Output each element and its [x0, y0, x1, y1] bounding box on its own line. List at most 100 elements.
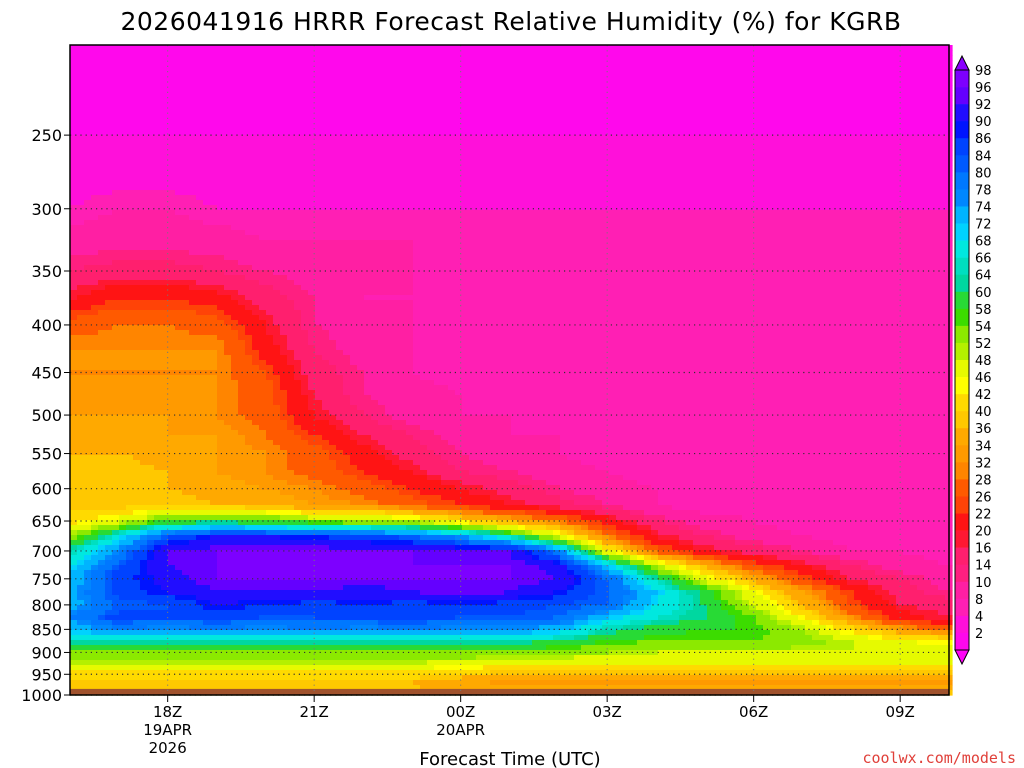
- rh-cell: [427, 140, 435, 146]
- rh-cell: [399, 80, 407, 86]
- rh-cell: [161, 55, 169, 61]
- rh-cell: [154, 185, 162, 191]
- rh-cell: [413, 80, 421, 86]
- rh-cell: [427, 70, 435, 76]
- rh-cell: [770, 175, 778, 181]
- rh-cell: [567, 95, 575, 101]
- rh-cell: [70, 70, 78, 76]
- rh-cell: [700, 200, 708, 206]
- rh-cell: [406, 60, 414, 66]
- rh-cell: [679, 65, 687, 71]
- rh-cell: [840, 235, 848, 241]
- rh-cell: [630, 140, 638, 146]
- rh-cell: [595, 230, 603, 236]
- rh-cell: [245, 85, 253, 91]
- rh-cell: [427, 75, 435, 81]
- rh-cell: [217, 45, 225, 51]
- rh-cell: [518, 220, 526, 226]
- rh-cell: [154, 60, 162, 66]
- rh-cell: [448, 125, 456, 131]
- rh-cell: [595, 130, 603, 136]
- rh-cell: [294, 190, 302, 196]
- rh-cell: [308, 215, 316, 221]
- rh-cell: [252, 150, 260, 156]
- rh-cell: [868, 230, 876, 236]
- rh-cell: [637, 200, 645, 206]
- rh-cell: [329, 185, 337, 191]
- rh-cell: [315, 145, 323, 151]
- rh-cell: [665, 155, 673, 161]
- rh-cell: [791, 130, 799, 136]
- rh-cell: [749, 95, 757, 101]
- rh-cell: [336, 170, 344, 176]
- rh-cell: [931, 80, 939, 86]
- rh-cell: [294, 80, 302, 86]
- rh-cell: [427, 160, 435, 166]
- rh-cell: [140, 105, 148, 111]
- rh-cell: [406, 65, 414, 71]
- rh-cell: [168, 215, 176, 221]
- rh-cell: [70, 140, 78, 146]
- rh-cell: [371, 140, 379, 146]
- rh-cell: [294, 85, 302, 91]
- rh-cell: [756, 50, 764, 56]
- rh-cell: [175, 115, 183, 121]
- rh-cell: [833, 185, 841, 191]
- rh-cell: [581, 205, 589, 211]
- rh-cell: [910, 95, 918, 101]
- rh-cell: [308, 180, 316, 186]
- rh-cell: [266, 110, 274, 116]
- rh-cell: [252, 185, 260, 191]
- rh-cell: [140, 135, 148, 141]
- rh-cell: [224, 45, 232, 51]
- rh-cell: [742, 165, 750, 171]
- rh-cell: [245, 115, 253, 121]
- rh-cell: [749, 210, 757, 216]
- rh-cell: [770, 95, 778, 101]
- rh-cell: [798, 155, 806, 161]
- rh-cell: [385, 150, 393, 156]
- rh-cell: [875, 205, 883, 211]
- rh-cell: [882, 145, 890, 151]
- rh-cell: [833, 175, 841, 181]
- rh-cell: [826, 150, 834, 156]
- rh-cell: [364, 195, 372, 201]
- rh-cell: [882, 60, 890, 66]
- rh-cell: [819, 85, 827, 91]
- rh-cell: [385, 155, 393, 161]
- rh-cell: [399, 105, 407, 111]
- rh-cell: [476, 150, 484, 156]
- rh-cell: [371, 85, 379, 91]
- rh-cell: [210, 110, 218, 116]
- rh-cell: [798, 165, 806, 171]
- rh-cell: [70, 55, 78, 61]
- rh-cell: [98, 195, 106, 201]
- rh-cell: [245, 175, 253, 181]
- rh-cell: [532, 70, 540, 76]
- rh-cell: [532, 50, 540, 56]
- rh-cell: [567, 165, 575, 171]
- rh-cell: [728, 80, 736, 86]
- rh-cell: [819, 60, 827, 66]
- rh-cell: [203, 220, 211, 226]
- rh-cell: [245, 185, 253, 191]
- rh-cell: [84, 165, 92, 171]
- rh-cell: [476, 80, 484, 86]
- rh-cell: [672, 130, 680, 136]
- rh-cell: [623, 135, 631, 141]
- rh-cell: [154, 195, 162, 201]
- rh-cell: [322, 235, 330, 241]
- rh-cell: [861, 105, 869, 111]
- rh-cell: [308, 135, 316, 141]
- rh-cell: [819, 210, 827, 216]
- rh-cell: [182, 170, 190, 176]
- rh-cell: [98, 125, 106, 131]
- rh-cell: [651, 50, 659, 56]
- rh-cell: [77, 210, 85, 216]
- rh-cell: [826, 45, 834, 51]
- rh-cell: [455, 110, 463, 116]
- rh-cell: [98, 220, 106, 226]
- rh-cell: [735, 90, 743, 96]
- rh-cell: [399, 185, 407, 191]
- rh-cell: [476, 75, 484, 81]
